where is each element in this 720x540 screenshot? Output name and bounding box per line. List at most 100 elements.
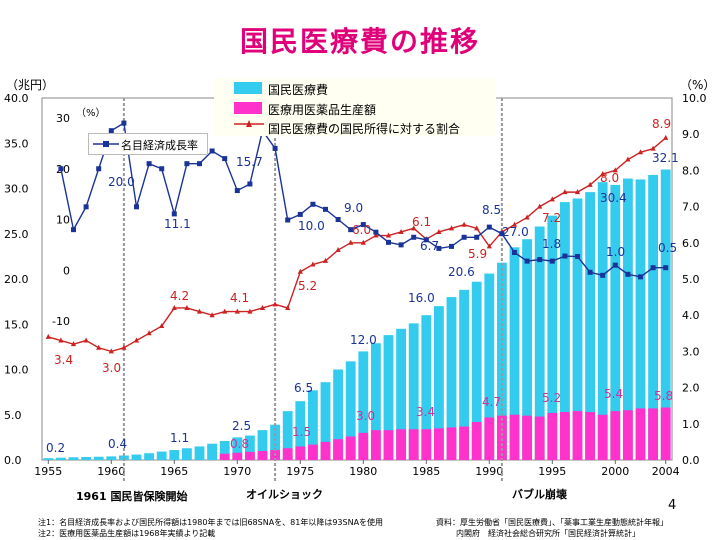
bar-drug — [219, 453, 230, 460]
x-tick-label: 1985 — [412, 465, 440, 478]
growth-point — [96, 166, 102, 172]
bar-drug — [459, 426, 470, 460]
ratio-point — [234, 308, 240, 314]
growth-point — [134, 204, 139, 210]
bar-drug — [244, 451, 255, 460]
left-tick-label: 5.0 — [4, 409, 22, 422]
bar-nme — [307, 390, 318, 460]
bar-drug — [635, 408, 646, 460]
bar-nme — [408, 323, 419, 460]
data-label: 6.1 — [412, 215, 431, 229]
chart-legend: 国民医療費 医療用医薬品生産額 国民医療費の国民所得に対する割合 — [214, 78, 496, 136]
growth-point — [323, 206, 328, 212]
data-label: 30.4 — [600, 191, 627, 205]
ratio-point — [209, 312, 215, 318]
growth-point — [108, 128, 114, 134]
legend-label-drug: 医療用医薬品生産額 — [268, 103, 377, 117]
bar-nme — [648, 174, 659, 461]
ratio-point — [549, 196, 555, 202]
bar-nme — [559, 202, 570, 460]
bar-nme — [471, 281, 482, 460]
bar-nme — [484, 273, 495, 460]
page-number: 4 — [668, 498, 677, 513]
bar-nme — [282, 411, 293, 460]
ratio-point — [96, 344, 102, 350]
data-label: 2.5 — [232, 419, 251, 433]
data-label: 8.9 — [652, 117, 671, 131]
chart-legend-growth: 名目経済成長率 — [88, 133, 208, 155]
growth-point — [83, 204, 89, 210]
data-label: 3.4 — [54, 353, 73, 367]
ratio-point — [184, 304, 190, 310]
x-tick-label: 1965 — [160, 465, 188, 478]
bar-nme — [232, 437, 243, 460]
ratio-point — [108, 348, 114, 354]
bar-drug — [345, 436, 356, 460]
ratio-point — [159, 323, 165, 329]
data-label: 1.0 — [606, 245, 625, 259]
growth-point — [247, 181, 253, 187]
ratio-point — [436, 228, 442, 234]
bar-nme — [81, 457, 92, 460]
growth-point — [449, 243, 454, 249]
growth-point — [612, 262, 618, 268]
x-tick-label: 1955 — [34, 465, 62, 478]
data-label: 9.0 — [344, 201, 363, 215]
ratio-point — [486, 243, 492, 249]
ratio-point — [448, 225, 455, 231]
data-label: 10.0 — [298, 219, 325, 233]
data-label: 3.0 — [102, 361, 121, 375]
bar-nme — [446, 297, 457, 460]
ratio-point — [360, 239, 366, 245]
right-tick-label: 1.0 — [682, 418, 700, 431]
bar-nme — [622, 178, 633, 461]
right-tick-label: 0.0 — [682, 454, 700, 467]
bar-nme — [118, 455, 129, 460]
data-label: 5.9 — [468, 247, 487, 261]
bar-drug — [484, 417, 495, 460]
growth-point — [650, 265, 656, 271]
bar-drug — [232, 452, 243, 460]
bar-drug — [534, 416, 545, 460]
ratio-point — [612, 167, 618, 173]
growth-point — [499, 231, 505, 237]
bar-drug — [496, 415, 507, 460]
ratio-point — [600, 171, 606, 177]
x-tick-label: 1995 — [538, 465, 566, 478]
bar-nme — [156, 451, 167, 460]
bar-nme — [660, 169, 671, 460]
bar-nme — [585, 192, 596, 460]
left-tick-label: 0.0 — [4, 454, 22, 467]
ratio-point — [58, 337, 64, 343]
growth-point — [71, 227, 76, 233]
page-title: 国民医療費の推移 — [239, 25, 480, 58]
right-tick-label: 9.0 — [682, 128, 700, 141]
bar-nme — [597, 182, 608, 461]
growth-point — [209, 148, 215, 154]
x-tick-label: 1970 — [223, 465, 251, 478]
growth-point — [184, 161, 190, 167]
x-tick-label: 1990 — [475, 465, 503, 478]
ratio-point — [637, 149, 644, 155]
ratio-point — [297, 268, 303, 274]
bar-drug — [307, 444, 318, 460]
bar-nme — [635, 179, 646, 460]
left-tick-label: 15.0 — [4, 318, 29, 331]
bar-nme — [219, 440, 230, 460]
growth-point — [360, 222, 366, 228]
data-label: 27.0 — [502, 225, 529, 239]
data-label: 4.1 — [230, 291, 249, 305]
ratio-point — [310, 261, 316, 267]
left-tick-label: 35.0 — [4, 137, 29, 150]
bar-nme — [55, 457, 66, 460]
ratio-point — [650, 145, 656, 151]
bar-nme — [459, 289, 470, 460]
bar-nme — [131, 454, 142, 460]
ratio-point — [83, 337, 89, 343]
bar-drug — [295, 446, 306, 460]
right-tick-label: 10.0 — [682, 92, 707, 105]
bar-nme — [181, 448, 192, 460]
growth-point — [234, 188, 240, 194]
data-label: 15.7 — [236, 155, 263, 169]
ratio-point — [474, 225, 480, 231]
